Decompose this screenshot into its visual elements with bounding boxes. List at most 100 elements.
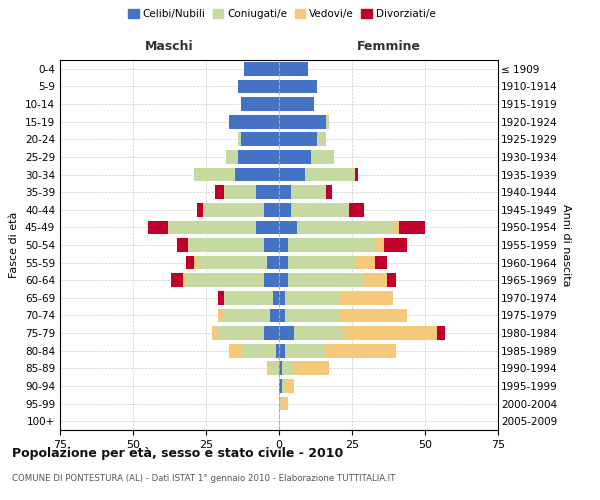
Bar	[290, 203, 349, 216]
Bar	[185, 256, 194, 270]
Bar	[171, 274, 182, 287]
Bar	[305, 168, 355, 181]
Bar	[282, 379, 285, 393]
Bar	[197, 203, 203, 216]
Bar	[293, 326, 343, 340]
Bar	[288, 256, 355, 270]
Bar	[393, 220, 399, 234]
Bar	[212, 326, 218, 340]
Bar	[364, 274, 387, 287]
Bar	[279, 62, 308, 76]
Bar	[265, 274, 279, 287]
Bar	[279, 115, 326, 128]
Bar	[340, 308, 407, 322]
Bar	[399, 220, 425, 234]
Bar	[218, 308, 224, 322]
Bar	[384, 238, 407, 252]
Bar	[279, 344, 285, 358]
Bar	[288, 274, 364, 287]
Bar	[437, 326, 445, 340]
Bar	[326, 344, 396, 358]
Bar	[256, 220, 279, 234]
Bar	[224, 291, 273, 304]
Bar	[279, 256, 288, 270]
Bar	[326, 115, 329, 128]
Y-axis label: Anni di nascita: Anni di nascita	[562, 204, 571, 286]
Bar	[238, 150, 279, 164]
Y-axis label: Fasce di età: Fasce di età	[10, 212, 19, 278]
Bar	[279, 274, 288, 287]
Bar	[279, 203, 290, 216]
Bar	[290, 186, 326, 199]
Bar	[270, 362, 279, 375]
Bar	[285, 291, 340, 304]
Bar	[340, 291, 393, 304]
Bar	[268, 362, 270, 375]
Bar	[276, 344, 279, 358]
Bar	[256, 186, 279, 199]
Bar	[194, 168, 235, 181]
Bar	[226, 150, 238, 164]
Bar	[282, 396, 288, 410]
Bar	[279, 362, 282, 375]
Bar	[279, 326, 293, 340]
Bar	[279, 308, 285, 322]
Bar	[387, 274, 396, 287]
Bar	[224, 186, 256, 199]
Bar	[235, 168, 279, 181]
Bar	[197, 256, 268, 270]
Bar	[279, 291, 285, 304]
Bar	[238, 132, 241, 146]
Bar	[285, 344, 326, 358]
Bar	[148, 220, 168, 234]
Bar	[244, 62, 279, 76]
Bar	[229, 115, 279, 128]
Bar	[279, 220, 296, 234]
Bar	[241, 344, 276, 358]
Bar	[273, 291, 279, 304]
Bar	[238, 80, 279, 94]
Bar	[265, 238, 279, 252]
Bar	[188, 238, 265, 252]
Bar	[355, 256, 376, 270]
Bar	[203, 203, 265, 216]
Bar	[265, 326, 279, 340]
Bar	[279, 396, 282, 410]
Bar	[282, 362, 293, 375]
Bar	[279, 132, 317, 146]
Bar	[376, 256, 387, 270]
Bar	[241, 97, 279, 111]
Bar	[177, 238, 188, 252]
Bar	[270, 308, 279, 322]
Bar	[279, 150, 311, 164]
Bar	[349, 203, 364, 216]
Text: COMUNE DI PONTESTURA (AL) - Dati ISTAT 1° gennaio 2010 - Elaborazione TUTTITALIA: COMUNE DI PONTESTURA (AL) - Dati ISTAT 1…	[12, 474, 395, 483]
Bar	[311, 150, 334, 164]
Bar	[182, 274, 185, 287]
Bar	[268, 256, 279, 270]
Bar	[343, 326, 437, 340]
Bar	[285, 308, 340, 322]
Bar	[218, 291, 224, 304]
Bar	[355, 168, 358, 181]
Bar	[296, 220, 393, 234]
Bar	[218, 326, 265, 340]
Bar	[279, 238, 288, 252]
Text: Popolazione per età, sesso e stato civile - 2010: Popolazione per età, sesso e stato civil…	[12, 448, 343, 460]
Bar	[224, 308, 270, 322]
Text: Femmine: Femmine	[356, 40, 421, 52]
Bar	[279, 80, 317, 94]
Bar	[229, 344, 241, 358]
Legend: Celibi/Nubili, Coniugati/e, Vedovi/e, Divorziati/e: Celibi/Nubili, Coniugati/e, Vedovi/e, Di…	[124, 5, 440, 24]
Bar	[194, 256, 197, 270]
Bar	[279, 379, 282, 393]
Bar	[279, 186, 290, 199]
Text: Maschi: Maschi	[145, 40, 194, 52]
Bar	[168, 220, 256, 234]
Bar	[293, 362, 329, 375]
Bar	[285, 379, 293, 393]
Bar	[215, 186, 224, 199]
Bar	[376, 238, 384, 252]
Bar	[279, 168, 305, 181]
Bar	[317, 132, 326, 146]
